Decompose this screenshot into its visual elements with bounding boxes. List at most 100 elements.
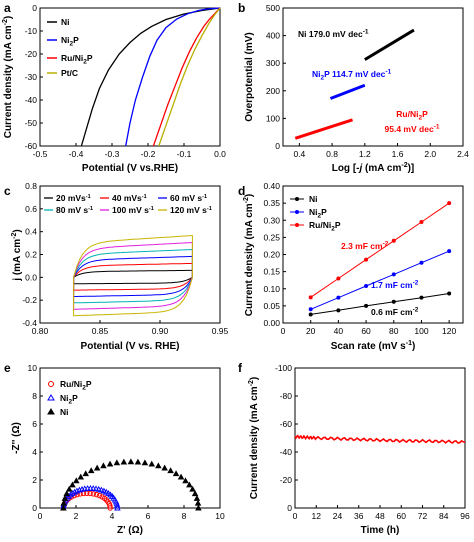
nyquist-point-ni: [87, 467, 95, 474]
y-tick-label-e: 6: [32, 419, 37, 429]
y-ticks-c: -0.4 -0.2 0.0 0.2 0.4 0.6 0.8: [22, 181, 43, 328]
nyquist-point-ni2p: [113, 502, 121, 509]
legend-marker-d-ni: [295, 197, 299, 201]
panel-e: e 0 2 4 6 8 10 0 2 4 6 8 10 Z' (Ω) -Z'' (Ω) Ru/Ni2…: [4, 361, 225, 536]
cv-loop-20-mvs-1: [73, 269, 193, 285]
x-tick-label-d: 20: [306, 326, 316, 336]
legend-c: 20 mVs-1 40 mVs-1 60 mV s-1 80 mV s-1 100 mV…: [44, 193, 212, 215]
nyquist-point-ru-ni2p: [96, 492, 103, 499]
data-point-ru-ni2p: [336, 276, 341, 281]
y-tick-label-a: -40: [25, 95, 38, 105]
y-tick-label-f: -20: [280, 475, 293, 485]
x-tick-label-d: 0: [281, 326, 286, 336]
y-tick-label-c: 0.2: [25, 250, 37, 260]
y-tick-label-a: -30: [25, 72, 38, 82]
nyquist-point-ni: [161, 464, 168, 471]
y-tick-label-b: 400: [266, 31, 280, 41]
nyquist-point-ru-ni2p: [90, 491, 97, 497]
y-tick-label-d: 0.40: [263, 181, 280, 191]
nyquist-point-ni: [73, 477, 80, 484]
y-tick-label-b: 500: [266, 3, 280, 13]
nyquist-point-ni: [155, 462, 162, 469]
nyquist-point-ni2p: [114, 504, 121, 511]
legend-label-20-mvs-1: 20 mVs-1: [56, 193, 91, 203]
nyquist-point-ni2p: [65, 493, 72, 499]
y-tick-label-d: 0.20: [263, 250, 280, 260]
stability-line: [294, 434, 466, 444]
x-tick-label-d: 80: [389, 326, 399, 336]
legend-label-ni: Ni: [61, 17, 70, 27]
nyquist-point-ni: [77, 473, 85, 480]
cv-loop-100-mv-s-1: [73, 241, 193, 310]
y-tick-label-c: 0.6: [25, 204, 37, 214]
legend-label-d-ni: Ni: [309, 194, 318, 204]
nyquist-point-ni: [127, 458, 135, 465]
nyquist-point-ru-ni2p: [87, 490, 93, 497]
x-tick-label-e: 10: [215, 511, 225, 521]
y-tick-label-a: -10: [25, 26, 38, 36]
annotation-d-ni: 0.6 mF cm-2: [371, 307, 419, 318]
nyquist-point-ni2p: [69, 490, 76, 496]
panel-f: f 0 12 24 36 48 60 72 84 96 -100 -80 -60 -40 -20 0 Ti…: [238, 361, 470, 536]
x-ticks-d: 0 20 40 60 80 100 120: [281, 320, 457, 336]
y-axis-label-e: -Z'' (Ω): [11, 422, 22, 454]
legend-label-d-ni2p: Ni2P: [309, 207, 327, 220]
series-line-pt-c: [158, 7, 221, 147]
y-tick-label-b: 200: [266, 86, 280, 96]
nyquist-point-ni: [189, 485, 196, 492]
cv-loop-120-mv-s-1: [73, 234, 193, 317]
x-tick-label-c: 0.90: [152, 326, 169, 336]
x-tick-label-f: 84: [439, 511, 449, 521]
panel-label-b: b: [238, 1, 245, 15]
legend-marker-e-ni: [47, 408, 55, 415]
nyquist-point-ni2p: [95, 485, 103, 492]
legend-label-80-mv-s-1: 80 mV s-1: [56, 205, 93, 215]
cv-loop-80-mv-s-1: [73, 248, 193, 304]
x-tick-label-f: 72: [418, 511, 428, 521]
nyquist-point-ni: [186, 481, 193, 488]
x-tick-label-a: -0.4: [69, 149, 84, 159]
y-tick-label-c: 0.4: [25, 227, 37, 237]
data-point-ru-ni2p: [308, 295, 313, 300]
y-tick-label-f: -100: [275, 363, 292, 373]
nyquist-point-ni: [69, 481, 76, 488]
series-line-ni: [80, 7, 221, 147]
y-tick-label-d: 0.05: [263, 301, 280, 311]
y-axis-label-a: Current density (mA cm-2): [2, 16, 14, 139]
y-tick-label-d: 0.15: [263, 267, 280, 277]
x-tick-label-a: -0.1: [177, 149, 192, 159]
legend-label-60-mv-s-1: 60 mV s-1: [170, 193, 207, 203]
series-lines-f: [294, 434, 466, 444]
data-point-ni2p: [336, 295, 341, 300]
annotation-d-ru-ni2p: 2.3 mF cm-2: [341, 241, 389, 252]
data-point-ni2p: [447, 249, 452, 254]
x-ticks-c: 0.80 0.85 0.90 0.95: [32, 320, 229, 336]
y-tick-label-a: -20: [25, 49, 38, 59]
nyquist-point-ni2p: [71, 488, 78, 495]
x-tick-label-c: 0.95: [212, 326, 229, 336]
y-tick-label-d: 0.30: [263, 215, 280, 225]
legend-e: Ru/Ni2P Ni2P Ni: [47, 379, 92, 417]
legend-label-e-ru-ni2p: Ru/Ni2P: [60, 379, 92, 392]
y-axis-label-f: Current density (mA cm-2): [248, 377, 260, 500]
nyquist-point-ni: [194, 499, 202, 506]
y-tick-label-c: -0.4: [22, 318, 37, 328]
x-tick-label-f: 60: [397, 511, 407, 521]
y-tick-label-c: -0.2: [22, 295, 37, 305]
x-axis-label-a: Potential (V vs.RHE): [82, 163, 178, 174]
x-tick-label-f: 36: [354, 511, 364, 521]
data-point-ni2p: [391, 272, 396, 277]
data-point-ni: [447, 291, 452, 296]
y-ticks-f: -100 -80 -60 -40 -20 0: [275, 363, 298, 513]
x-tick-label-d: 100: [414, 326, 428, 336]
y-tick-label-d: 0.35: [263, 198, 280, 208]
legend-label-e-ni2p: Ni2P: [60, 393, 78, 406]
x-tick-label-a: -0.5: [33, 149, 48, 159]
x-tick-label-f: 96: [460, 511, 470, 521]
y-tick-label-b: 300: [266, 58, 280, 68]
nyquist-point-ru-ni2p: [107, 505, 113, 511]
x-tick-label-e: 6: [146, 511, 151, 521]
x-ticks-b: 0.4 0.8 1.2 1.6 2.0 2.4: [293, 143, 469, 159]
series-lines-d: [308, 201, 452, 317]
panel-a: a -0.5 -0.4 -0.3 -0.2 -0.1 0.0 -60 -50 -40 -30 -2…: [2, 1, 226, 174]
